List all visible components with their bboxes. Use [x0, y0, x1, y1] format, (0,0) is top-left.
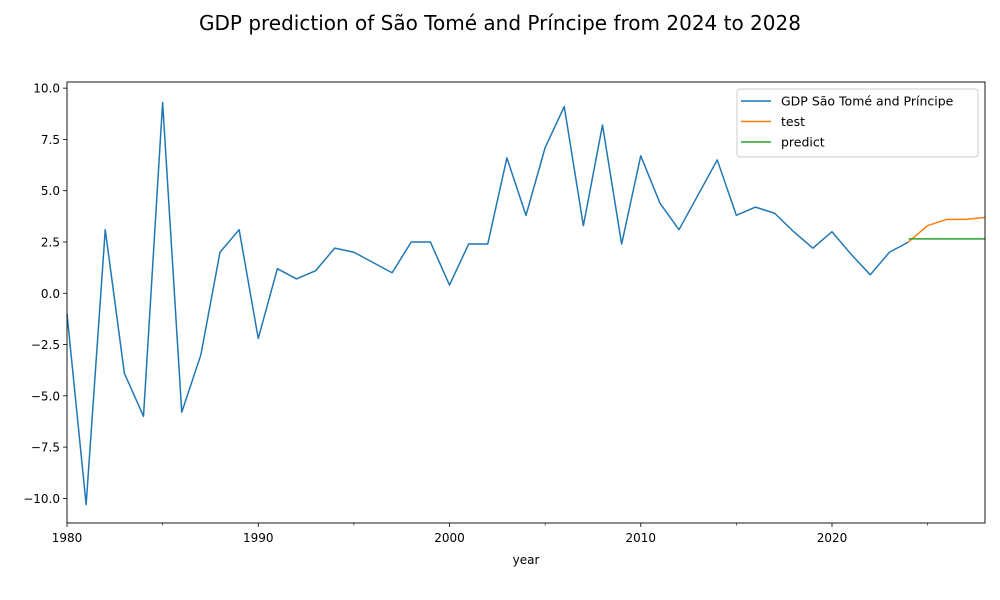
- plot-lines: [66, 101, 986, 506]
- y-tick-label: 2.5: [41, 235, 60, 249]
- legend-entry-label: test: [781, 114, 805, 129]
- y-tick-label: −2.5: [31, 338, 60, 352]
- y-tick-label: 5.0: [41, 184, 60, 198]
- x-tick-label: 2010: [625, 531, 656, 545]
- legend-box: [736, 88, 979, 158]
- y-tick-label: −7.5: [31, 441, 60, 455]
- x-tick-label: 2020: [817, 531, 848, 545]
- series-line-1: [908, 216, 986, 243]
- y-tick-label: −10.0: [23, 492, 60, 506]
- chart-title: GDP prediction of São Tomé and Príncipe …: [199, 11, 801, 35]
- y-tick-label: 10.0: [33, 82, 60, 96]
- legend-entry-label: predict: [781, 135, 825, 150]
- x-tick-label: 1980: [52, 531, 83, 545]
- legend: GDP São Tomé and Príncipe test predict: [736, 88, 979, 158]
- x-axis-label: year: [513, 553, 540, 567]
- series-line-0: [66, 101, 909, 506]
- x-axis: 1980 1990 2000 2010 2020: [52, 523, 928, 545]
- legend-entry-label: GDP São Tomé and Príncipe: [781, 94, 954, 109]
- x-tick-label: 2000: [434, 531, 465, 545]
- y-tick-label: −5.0: [31, 389, 60, 403]
- plot-frame: [66, 81, 986, 524]
- y-tick-label: 7.5: [41, 133, 60, 147]
- y-tick-label: 0.0: [41, 287, 60, 301]
- y-axis: 10.0 7.5 5.0 2.5 0.0 −2.5 −5.0 −7.5 −10.0: [23, 82, 67, 506]
- x-tick-label: 1990: [243, 531, 274, 545]
